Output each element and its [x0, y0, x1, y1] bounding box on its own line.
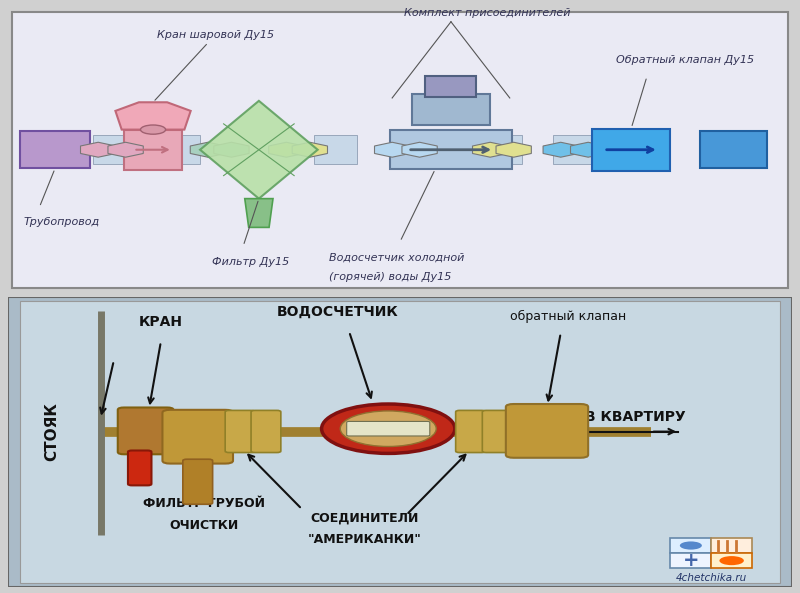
Polygon shape — [115, 102, 190, 130]
FancyBboxPatch shape — [426, 76, 477, 97]
Polygon shape — [190, 142, 226, 157]
Polygon shape — [269, 142, 304, 157]
Text: обратный клапан: обратный клапан — [510, 310, 626, 323]
FancyBboxPatch shape — [181, 135, 200, 164]
FancyBboxPatch shape — [390, 130, 512, 169]
Text: ФИЛЬТР ГРУБОЙ: ФИЛЬТР ГРУБОЙ — [143, 497, 265, 510]
FancyBboxPatch shape — [426, 135, 447, 164]
FancyBboxPatch shape — [592, 129, 670, 171]
Circle shape — [680, 541, 702, 550]
Circle shape — [340, 411, 436, 447]
Bar — [670, 553, 711, 568]
Text: В КВАРТИРУ: В КВАРТИРУ — [585, 410, 686, 425]
FancyBboxPatch shape — [118, 407, 174, 454]
FancyBboxPatch shape — [20, 131, 90, 168]
FancyBboxPatch shape — [594, 135, 666, 164]
FancyBboxPatch shape — [700, 131, 766, 168]
Text: КРАН: КРАН — [139, 314, 183, 329]
Text: ВОДОСЧЕТЧИК: ВОДОСЧЕТЧИК — [277, 304, 398, 318]
Polygon shape — [374, 142, 410, 157]
Text: Трубопровод: Трубопровод — [24, 216, 100, 227]
Polygon shape — [402, 142, 438, 157]
Polygon shape — [245, 199, 273, 227]
FancyBboxPatch shape — [128, 451, 151, 485]
Text: Фильтр Ду15: Фильтр Ду15 — [212, 257, 289, 267]
FancyBboxPatch shape — [251, 410, 281, 452]
Polygon shape — [473, 142, 508, 157]
FancyBboxPatch shape — [93, 135, 124, 164]
Text: 4chetchika.ru: 4chetchika.ru — [676, 573, 747, 584]
Text: "АМЕРИКАНКИ": "АМЕРИКАНКИ" — [308, 534, 422, 547]
Polygon shape — [292, 142, 327, 157]
Text: +: + — [682, 551, 699, 570]
Text: Комплект присоединителей: Комплект присоединителей — [404, 8, 570, 18]
Polygon shape — [214, 142, 249, 157]
FancyBboxPatch shape — [314, 135, 357, 164]
Text: ОЧИСТКИ: ОЧИСТКИ — [170, 519, 238, 532]
Bar — [711, 538, 752, 553]
Circle shape — [719, 556, 744, 565]
FancyBboxPatch shape — [553, 135, 592, 164]
Text: (горячей) воды Ду15: (горячей) воды Ду15 — [330, 272, 452, 282]
FancyBboxPatch shape — [183, 459, 213, 504]
Polygon shape — [543, 142, 578, 157]
FancyBboxPatch shape — [412, 94, 490, 125]
Polygon shape — [81, 142, 116, 157]
Circle shape — [141, 125, 166, 134]
Text: Водосчетчик холодной: Водосчетчик холодной — [330, 253, 465, 263]
FancyBboxPatch shape — [482, 410, 512, 452]
Text: Обратный клапан Ду15: Обратный клапан Ду15 — [616, 56, 754, 65]
Polygon shape — [570, 142, 606, 157]
FancyBboxPatch shape — [124, 130, 182, 170]
FancyBboxPatch shape — [225, 410, 255, 452]
Polygon shape — [108, 142, 143, 157]
FancyBboxPatch shape — [506, 404, 588, 458]
Polygon shape — [496, 142, 531, 157]
Bar — [711, 553, 752, 568]
Text: СОЕДИНИТЕЛИ: СОЕДИНИТЕЛИ — [310, 512, 419, 525]
Text: СТОЯК: СТОЯК — [45, 402, 59, 461]
Polygon shape — [200, 101, 318, 199]
Bar — [670, 538, 711, 553]
Text: Кран шаровой Ду15: Кран шаровой Ду15 — [155, 30, 274, 100]
Circle shape — [322, 404, 455, 454]
FancyBboxPatch shape — [346, 422, 430, 436]
FancyBboxPatch shape — [162, 410, 233, 464]
FancyBboxPatch shape — [12, 12, 788, 288]
FancyBboxPatch shape — [456, 410, 486, 452]
FancyBboxPatch shape — [498, 135, 522, 164]
